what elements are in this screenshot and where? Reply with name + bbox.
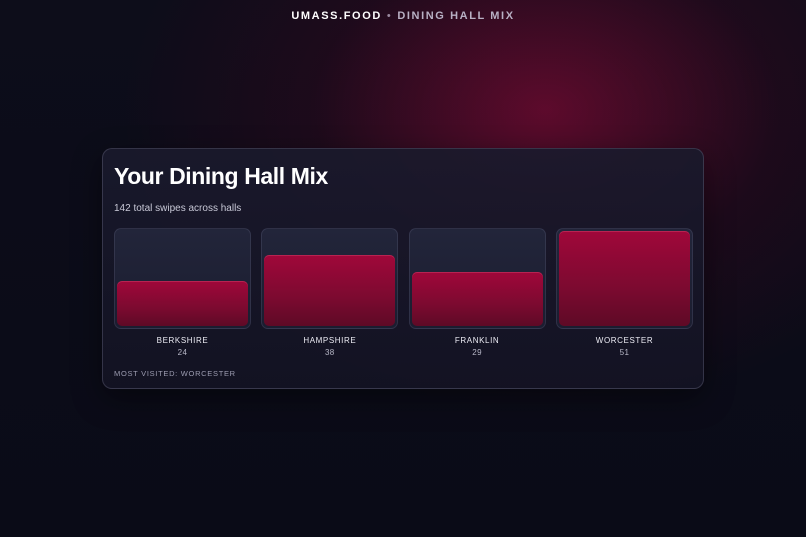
bar-value-berkshire: 24 — [177, 348, 188, 357]
top-header: UMASS.FOOD • DINING HALL MIX — [0, 10, 806, 22]
bar-label-worcester: WORCESTER — [595, 336, 654, 345]
bar-group-berkshire: BERKSHIRE 24 — [114, 228, 251, 357]
bar-value-franklin: 29 — [472, 348, 482, 357]
bar-group-hampshire: HAMPSHIRE 38 — [261, 228, 399, 357]
bar-track — [261, 228, 399, 329]
bar-franklin — [411, 272, 543, 326]
bar-label-franklin: FRANKLIN — [454, 336, 500, 345]
bar-label-hampshire: HAMPSHIRE — [303, 336, 357, 345]
dining-hall-mix-card: Your Dining Hall Mix 142 total swipes ac… — [102, 148, 704, 389]
brand-name: UMASS.FOOD — [291, 10, 382, 22]
card-subtitle: 142 total swipes across halls — [114, 203, 242, 214]
bar-track — [408, 228, 546, 329]
bar-value-worcester: 51 — [619, 348, 630, 357]
card-title: Your Dining Hall Mix — [114, 163, 328, 189]
bar-berkshire — [117, 281, 248, 326]
bar-track — [556, 228, 693, 329]
bar-track — [114, 228, 251, 329]
bar-hampshire — [264, 255, 396, 326]
bar-worcester — [559, 231, 690, 326]
header-section-title: DINING HALL MIX — [397, 10, 515, 22]
bar-group-franklin: FRANKLIN 29 — [408, 228, 546, 357]
bar-label-berkshire: BERKSHIRE — [156, 336, 209, 345]
most-visited-note: MOST VISITED: WORCESTER — [114, 369, 236, 378]
bar-chart: BERKSHIRE 24 HAMPSHIRE 38 FRANKLIN 29 WO… — [114, 228, 693, 358]
bar-group-worcester: WORCESTER 51 — [556, 228, 693, 357]
header-separator: • — [386, 10, 393, 22]
bar-value-hampshire: 38 — [324, 348, 335, 357]
